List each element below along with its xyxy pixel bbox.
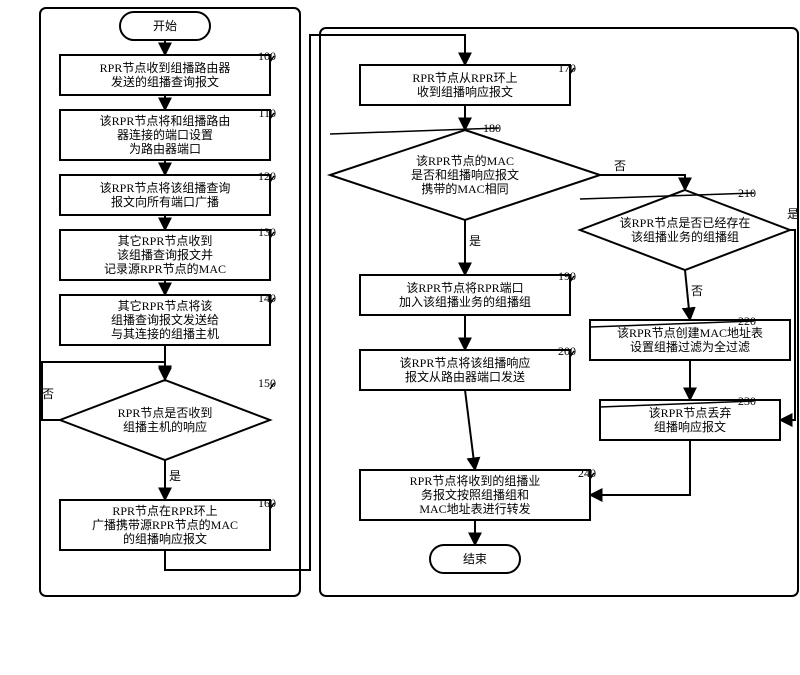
step-number: 200 [558,344,576,358]
edge-label: 是 [469,234,481,248]
node-text: 报文从路由器端口发送 [405,369,525,384]
node-text: 设置组播过滤为全过滤 [630,339,750,354]
node-text: 广播携带源RPR节点的MAC [92,517,238,532]
step-number: 150 [258,376,276,390]
node-text: 其它RPR节点将该 [118,298,213,313]
edge-label: 是 [787,207,799,221]
step-number: 100 [258,49,276,63]
node-n220: 该RPR节点创建MAC地址表设置组播过滤为全过滤 220 [590,314,790,360]
node-text: 开始 [153,19,177,33]
node-n200: 该RPR节点将该组播响应报文从路由器端口发送 200 [360,344,576,390]
edge-label: 否 [691,284,703,298]
step-number: 210 [738,186,756,200]
node-text: 是否和组播响应报文 [411,167,519,182]
node-text: 该RPR节点丢弃 [649,405,732,420]
node-text: RPR节点是否收到 [118,406,213,420]
node-text: 收到组播响应报文 [417,84,513,99]
node-text: 为路由器端口 [129,141,201,156]
node-text: 记录源RPR节点的MAC [104,261,226,276]
node-text: MAC地址表进行转发 [419,501,530,516]
node-text: 该RPR节点将RPR端口 [406,281,523,295]
node-text: 器连接的端口设置 [117,127,213,142]
node-text: 该RPR节点是否已经存在 [620,216,751,230]
step-number: 160 [258,496,276,510]
node-text: 携带的MAC相同 [421,181,508,196]
node-n100: RPR节点收到组播路由器发送的组播查询报文 100 [60,49,276,95]
node-n170: RPR节点从RPR环上收到组播响应报文 170 [360,61,576,105]
node-n120: 该RPR节点将该组播查询报文向所有端口广播 120 [60,169,276,215]
node-text: 该RPR节点将该组播响应 [400,355,531,370]
node-text: 该组播业务的组播组 [631,229,739,244]
step-number: 110 [258,106,276,120]
node-text: RPR节点在RPR环上 [112,504,217,518]
node-n190: 该RPR节点将RPR端口加入该组播业务的组播组 190 [360,269,576,315]
node-n240: RPR节点将收到的组播业务报文按照组播组和MAC地址表进行转发 240 [360,466,596,520]
node-text: 该RPR节点创建MAC地址表 [617,326,763,340]
node-d150: RPR节点是否收到组播主机的响应 150 [60,376,276,460]
node-start: 开始 [120,12,210,40]
step-number: 190 [558,269,576,283]
node-text: RPR节点将收到的组播业 [410,473,541,488]
node-text: 组播主机的响应 [123,419,207,434]
node-d210: 该RPR节点是否已经存在该组播业务的组播组 210 [580,186,790,270]
node-text: 加入该组播业务的组播组 [399,294,531,309]
step-number: 230 [738,394,756,408]
node-text: 该RPR节点将该组播查询 [100,181,231,195]
node-text: 组播查询报文发送给 [111,312,219,327]
node-text: 报文向所有端口广播 [111,194,219,209]
step-number: 130 [258,225,276,239]
node-n140: 其它RPR节点将该组播查询报文发送给与其连接的组播主机 140 [60,291,276,345]
node-text: 组播响应报文 [654,419,726,434]
node-text: 该组播查询报文并 [117,247,213,262]
node-text: 与其连接的组播主机 [111,326,219,341]
step-number: 140 [258,291,276,305]
node-n110: 该RPR节点将和组播路由器连接的端口设置为路由器端口 110 [60,106,276,160]
node-text: 结束 [463,552,487,566]
edge-label: 否 [42,387,54,401]
step-number: 220 [738,314,756,328]
node-text: 务报文按照组播组和 [421,487,529,502]
node-end: 结束 [430,545,520,573]
node-n130: 其它RPR节点收到该组播查询报文并记录源RPR节点的MAC 130 [60,225,276,280]
node-text: 发送的组播查询报文 [111,74,219,89]
node-text: 该RPR节点的MAC [416,153,514,168]
step-number: 240 [578,466,596,480]
step-number: 120 [258,169,276,183]
node-text: 的组播响应报文 [123,531,207,546]
step-number: 170 [558,61,576,75]
node-text: 该RPR节点将和组播路由 [100,113,231,128]
node-text: RPR节点收到组播路由器 [100,60,231,75]
node-text: 其它RPR节点收到 [118,233,213,248]
node-n160: RPR节点在RPR环上广播携带源RPR节点的MAC的组播响应报文 160 [60,496,276,550]
node-text: RPR节点从RPR环上 [412,71,517,85]
edge-label: 是 [169,469,181,483]
node-n230: 该RPR节点丢弃组播响应报文 230 [600,394,780,440]
step-number: 180 [483,121,501,135]
node-d180: 该RPR节点的MAC是否和组播响应报文携带的MAC相同 180 [330,121,600,220]
edge-label: 否 [614,159,626,173]
